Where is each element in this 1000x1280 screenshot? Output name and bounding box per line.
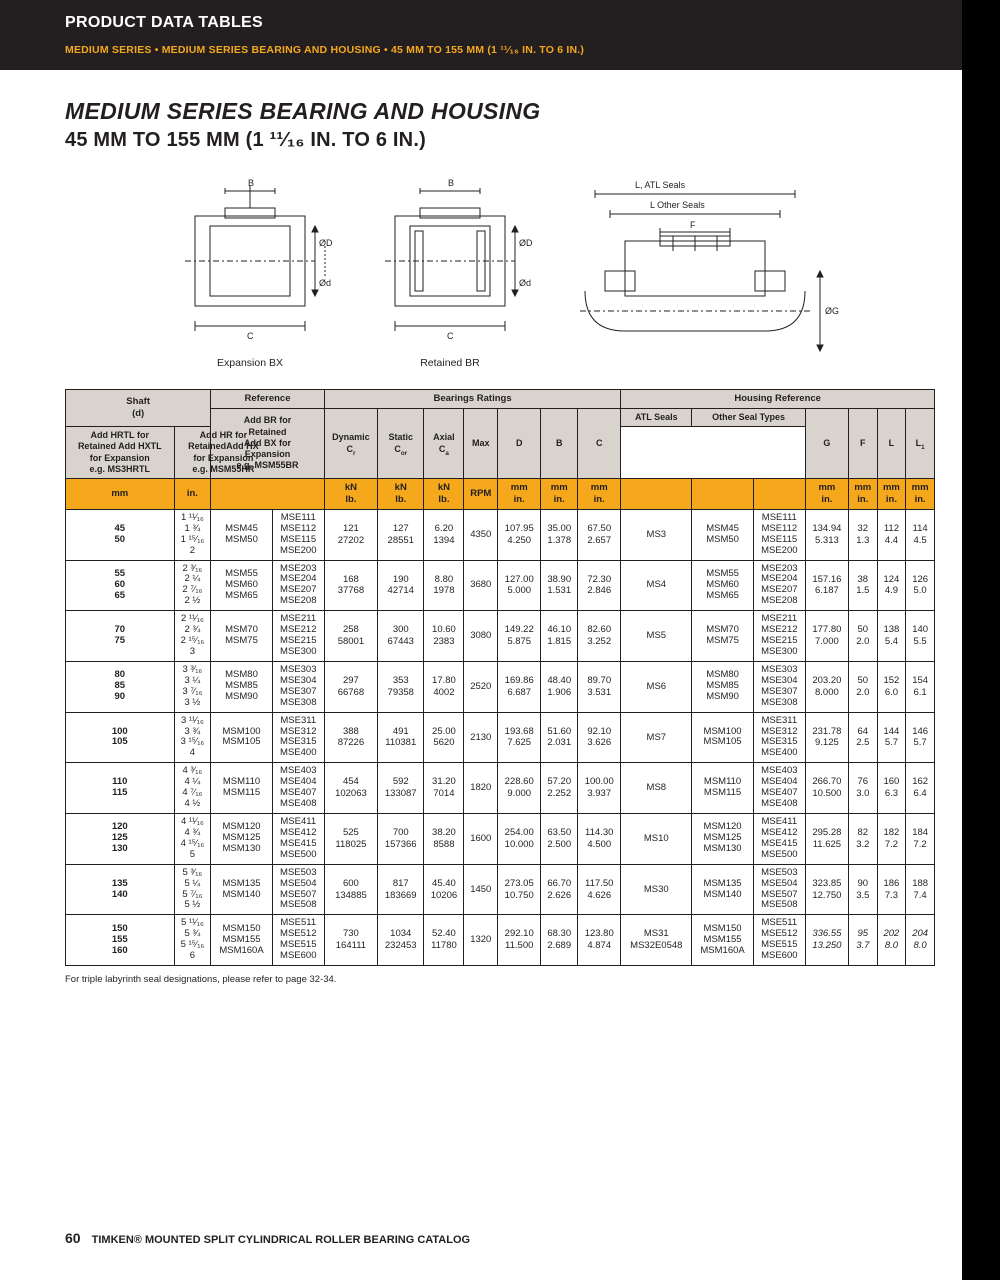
diagrams-row: B C ØD Ød Expansion BX xyxy=(165,176,935,371)
svg-text:B: B xyxy=(448,178,454,188)
unit-knlb-2: kNlb. xyxy=(378,479,424,510)
unit-mm: mm xyxy=(66,479,175,510)
label-l-other: L Other Seals xyxy=(650,200,705,210)
hdr-housing-reference: Housing Reference xyxy=(621,390,935,409)
diagram-expansion: B C ØD Ød Expansion BX xyxy=(165,176,335,371)
table-body: 45501 ¹¹⁄₁₆1 ¾1 ¹⁵⁄₁₆2MSM45MSM50MSE111MS… xyxy=(66,509,935,965)
svg-text:B: B xyxy=(248,178,254,188)
hdr-shaft: Shaft(d) xyxy=(66,390,211,427)
page-title-2: 45 MM TO 155 MM (1 ¹¹⁄₁₆ IN. TO 6 IN.) xyxy=(65,129,935,152)
table-head: Shaft(d) Reference Bearings Ratings Hous… xyxy=(66,390,935,510)
diagram-caption-expansion: Expansion BX xyxy=(165,357,335,369)
unit-knlb-3: kNlb. xyxy=(424,479,464,510)
svg-text:C: C xyxy=(247,331,254,341)
unit-mmin-C: mmin. xyxy=(578,479,621,510)
unit-mmin-F: mmin. xyxy=(848,479,877,510)
hdr-L: L xyxy=(877,408,906,478)
unit-mmin-L: mmin. xyxy=(877,479,906,510)
diagram-caption-retained: Retained BR xyxy=(365,357,535,369)
table-row: 5560652 ³⁄₁₆2 ¼2 ⁷⁄₁₆2 ½MSM55MSM60MSM65M… xyxy=(66,560,935,611)
unit-mmin-L1: mmin. xyxy=(906,479,935,510)
diagram-retained: B C ØD Ød Retained BR xyxy=(365,176,535,371)
page-number: 60 xyxy=(65,1230,81,1246)
table-row: 1351405 ³⁄₁₆5 ¼5 ⁷⁄₁₆5 ½MSM135MSM140MSE5… xyxy=(66,864,935,915)
table-row: 8085903 ³⁄₁₆3 ¼3 ⁷⁄₁₆3 ½MSM80MSM85MSM90M… xyxy=(66,661,935,712)
svg-text:ØG: ØG xyxy=(825,306,839,316)
table-row: 1501551605 ¹¹⁄₁₆5 ¾5 ¹⁵⁄₁₆6MSM150MSM155M… xyxy=(66,915,935,966)
diagram-expansion-svg: B C ØD Ød xyxy=(165,176,335,346)
hdr-static: StaticCor xyxy=(378,408,424,478)
table-row: 1001053 ¹¹⁄₁₆3 ¾3 ¹⁵⁄₁₆4MSM100MSM105MSE3… xyxy=(66,712,935,763)
svg-text:C: C xyxy=(447,331,454,341)
hdr-bearings-ratings: Bearings Ratings xyxy=(324,390,621,409)
svg-text:ØD: ØD xyxy=(319,238,333,248)
header-title: PRODUCT DATA TABLES xyxy=(65,14,263,31)
header-bar: PRODUCT DATA TABLES xyxy=(0,0,1000,44)
hdr-atl-note: Add HRTL forRetained Add HXTLfor Expansi… xyxy=(66,427,175,479)
hdr-axial: AxialCa xyxy=(424,408,464,478)
hdr-atl-seals: ATL Seals xyxy=(621,408,692,426)
breadcrumb-text: MEDIUM SERIES • MEDIUM SERIES BEARING AN… xyxy=(65,44,584,56)
diagram-housing: L, ATL Seals L Other Seals F xyxy=(565,176,845,371)
hdr-B: B xyxy=(541,408,578,478)
side-black-bar xyxy=(962,0,1000,1280)
label-l-atl: L, ATL Seals xyxy=(635,180,686,190)
hdr-F: F xyxy=(848,408,877,478)
content-area: MEDIUM SERIES BEARING AND HOUSING 45 MM … xyxy=(0,70,1000,985)
unit-mmin-D: mmin. xyxy=(498,479,541,510)
hdr-other-seals: Other Seal Types xyxy=(692,408,806,426)
unit-mmin-B: mmin. xyxy=(541,479,578,510)
unit-mmin-G: mmin. xyxy=(805,479,848,510)
diagram-retained-svg: B C ØD Ød xyxy=(365,176,535,346)
page-title-1: MEDIUM SERIES BEARING AND HOUSING xyxy=(65,98,935,125)
unit-rpm: RPM xyxy=(464,479,498,510)
hdr-L1: L1 xyxy=(906,408,935,478)
footer: 60 TIMKEN® MOUNTED SPLIT CYLINDRICAL ROL… xyxy=(65,1230,470,1246)
data-table: Shaft(d) Reference Bearings Ratings Hous… xyxy=(65,389,935,966)
table-row: 70752 ¹¹⁄₁₆2 ¾2 ¹⁵⁄₁₆3MSM70MSM75MSE211MS… xyxy=(66,611,935,662)
svg-text:ØD: ØD xyxy=(519,238,533,248)
svg-text:Ød: Ød xyxy=(519,278,531,288)
breadcrumb: MEDIUM SERIES • MEDIUM SERIES BEARING AN… xyxy=(0,44,1000,70)
diagram-housing-svg: L, ATL Seals L Other Seals F xyxy=(565,176,845,366)
hdr-reference: Reference xyxy=(211,390,325,409)
hdr-C: C xyxy=(578,408,621,478)
footnote: For triple labyrinth seal designations, … xyxy=(65,974,935,985)
hdr-max: Max xyxy=(464,408,498,478)
unit-row: mm in. kNlb. kNlb. kNlb. RPM mmin. mmin.… xyxy=(66,479,935,510)
unit-in: in. xyxy=(174,479,211,510)
footer-text: TIMKEN® MOUNTED SPLIT CYLINDRICAL ROLLER… xyxy=(92,1234,470,1246)
hdr-D: D xyxy=(498,408,541,478)
table-row: 45501 ¹¹⁄₁₆1 ¾1 ¹⁵⁄₁₆2MSM45MSM50MSE111MS… xyxy=(66,509,935,560)
hdr-G: G xyxy=(805,408,848,478)
table-row: 1201251304 ¹¹⁄₁₆4 ¾4 ¹⁵⁄₁₆5MSM120MSM125M… xyxy=(66,814,935,865)
svg-text:F: F xyxy=(690,220,696,230)
svg-text:Ød: Ød xyxy=(319,278,331,288)
hdr-dynamic: DynamicCr xyxy=(324,408,377,478)
page: PRODUCT DATA TABLES MEDIUM SERIES • MEDI… xyxy=(0,0,1000,1280)
unit-knlb-1: kNlb. xyxy=(324,479,377,510)
table-row: 1101154 ³⁄₁₆4 ¼4 ⁷⁄₁₆4 ½MSM110MSM115MSE4… xyxy=(66,763,935,814)
